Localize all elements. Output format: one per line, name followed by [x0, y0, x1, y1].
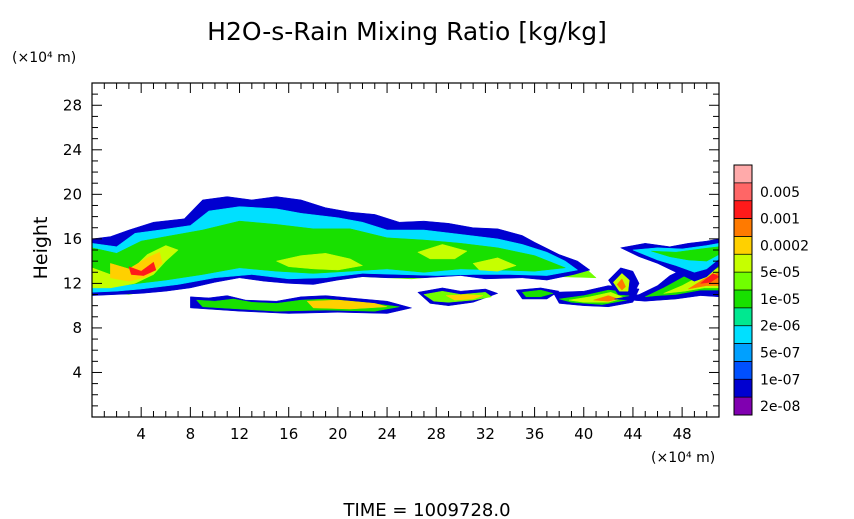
colorbar-swatch	[734, 290, 752, 309]
colorbar-label: 0.0002	[760, 238, 809, 254]
y-tick-label: 8	[72, 319, 82, 337]
x-tick-label: 48	[673, 425, 692, 443]
contour-region-21	[699, 273, 719, 284]
contour-region-24	[651, 246, 719, 262]
y-axis-unit: (×10⁴ m)	[12, 50, 76, 66]
colorbar-swatch	[734, 182, 752, 202]
x-tick-label: 4	[136, 425, 146, 443]
y-tick-label: 24	[63, 141, 82, 159]
colorbar-swatch	[734, 325, 752, 344]
colorbar: 0.005 0.001 0.0002 5e-05 1e-05 2e-06 5e-07 1e-0…	[733, 164, 809, 416]
contour-region-32	[521, 289, 554, 298]
x-tick-label: 40	[574, 425, 593, 443]
colorbar-swatch	[734, 361, 752, 380]
x-tick-label: 20	[328, 425, 347, 443]
contour-region-5	[110, 251, 163, 282]
colorbar-label: 2e-08	[760, 399, 800, 415]
colorbar-swatch	[734, 200, 752, 219]
x-tick-label: 44	[623, 425, 642, 443]
colorbar-swatch	[734, 272, 752, 291]
contour-region-30	[445, 294, 484, 301]
x-axis-unit: (×10⁴ m)	[651, 450, 715, 466]
contour-region-27	[306, 299, 388, 310]
colorbar-label: 1e-07	[760, 372, 800, 388]
x-tick-label: 28	[427, 425, 446, 443]
chart-title: H2O-s-Rain Mixing Ratio [kg/kg]	[207, 17, 607, 46]
colorbar-swatch	[734, 236, 752, 255]
x-tick-label: 24	[378, 425, 397, 443]
y-tick-label: 28	[63, 96, 82, 114]
colorbar-swatch	[734, 254, 752, 273]
colorbar-label: 0.001	[760, 212, 800, 228]
colorbar-swatch	[734, 307, 752, 327]
contour-region-16	[616, 278, 626, 291]
colorbar-swatch	[734, 218, 752, 237]
x-tick-label: 16	[279, 425, 298, 443]
y-tick-label: 4	[72, 363, 82, 381]
y-axis-label: Height	[30, 217, 52, 280]
colorbar-label: 2e-06	[760, 319, 800, 335]
x-tick-label: 8	[186, 425, 196, 443]
time-label: TIME = 1009728.0	[342, 500, 510, 519]
colorbar-swatch	[734, 343, 752, 362]
y-tick-label: 12	[63, 274, 82, 292]
colorbar-swatch	[734, 379, 752, 398]
colorbar-label: 0.005	[760, 185, 800, 201]
x-tick-label: 12	[230, 425, 249, 443]
colorbar-label: 5e-07	[760, 346, 800, 362]
x-tick-label: 32	[476, 425, 495, 443]
colorbar-label: 5e-05	[760, 265, 800, 281]
colorbar-swatch	[734, 165, 752, 184]
contour-region-7	[275, 253, 364, 271]
colorbar-swatch	[734, 397, 752, 416]
heatmap-field	[92, 196, 719, 314]
contour-region-9	[472, 257, 517, 272]
x-tick-label: 36	[525, 425, 544, 443]
contour-region-8	[417, 244, 468, 260]
colorbar-label: 1e-05	[760, 292, 800, 308]
y-tick-label: 20	[63, 185, 82, 203]
contour-region-6	[128, 261, 157, 276]
y-tick-label: 16	[63, 230, 82, 248]
